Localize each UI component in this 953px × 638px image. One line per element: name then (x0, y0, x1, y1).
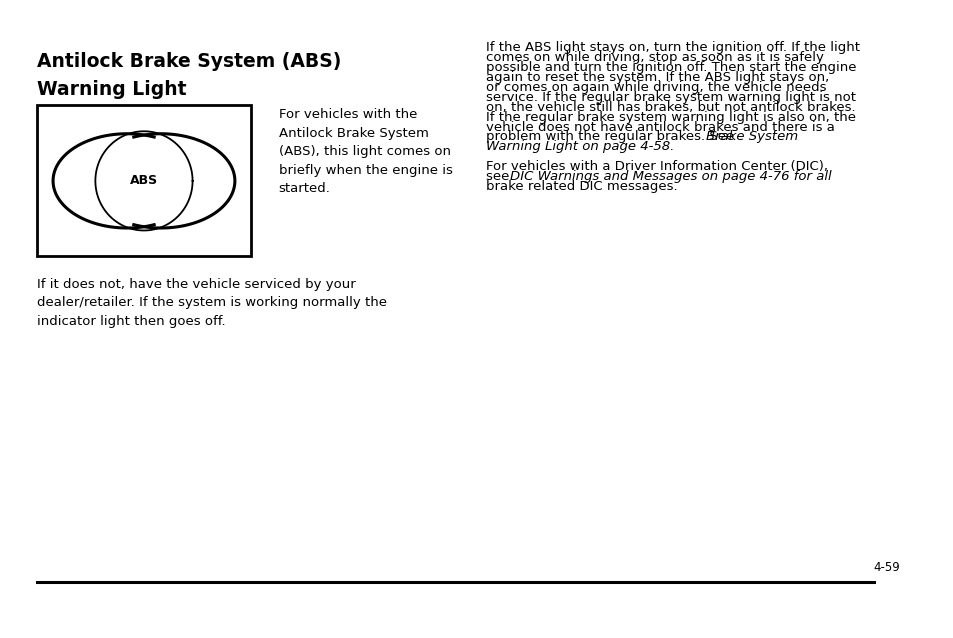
Text: For vehicles with the
Antilock Brake System
(ABS), this light comes on
briefly w: For vehicles with the Antilock Brake Sys… (278, 108, 452, 195)
Text: If the regular brake system warning light is also on, the: If the regular brake system warning ligh… (486, 111, 855, 124)
Text: Brake System: Brake System (705, 130, 797, 144)
Text: problem with the regular brakes. See: problem with the regular brakes. See (486, 130, 738, 144)
Text: If the ABS light stays on, turn the ignition off. If the light: If the ABS light stays on, turn the igni… (486, 41, 860, 54)
Text: or comes on again while driving, the vehicle needs: or comes on again while driving, the veh… (486, 81, 826, 94)
Text: service. If the regular brake system warning light is not: service. If the regular brake system war… (486, 91, 855, 104)
Text: vehicle does not have antilock brakes and there is a: vehicle does not have antilock brakes an… (486, 121, 834, 133)
Text: Warning Light on page 4-58.: Warning Light on page 4-58. (486, 140, 674, 153)
Text: comes on while driving, stop as soon as it is safely: comes on while driving, stop as soon as … (486, 51, 823, 64)
Text: ABS: ABS (130, 174, 158, 188)
FancyBboxPatch shape (37, 105, 251, 256)
Text: brake related DIC messages.: brake related DIC messages. (486, 180, 677, 193)
Text: 4-59: 4-59 (873, 561, 900, 574)
Text: see: see (486, 170, 514, 183)
Text: Warning Light: Warning Light (37, 80, 187, 99)
Text: possible and turn the ignition off. Then start the engine: possible and turn the ignition off. Then… (486, 61, 856, 74)
Text: DIC Warnings and Messages on page 4-76 for all: DIC Warnings and Messages on page 4-76 f… (509, 170, 831, 183)
Text: on, the vehicle still has brakes, but not antilock brakes.: on, the vehicle still has brakes, but no… (486, 101, 855, 114)
Text: For vehicles with a Driver Information Center (DIC),: For vehicles with a Driver Information C… (486, 160, 827, 173)
Text: If it does not, have the vehicle serviced by your
dealer/retailer. If the system: If it does not, have the vehicle service… (37, 278, 387, 327)
Text: again to reset the system. If the ABS light stays on,: again to reset the system. If the ABS li… (486, 71, 828, 84)
Text: Antilock Brake System (ABS): Antilock Brake System (ABS) (37, 52, 341, 71)
